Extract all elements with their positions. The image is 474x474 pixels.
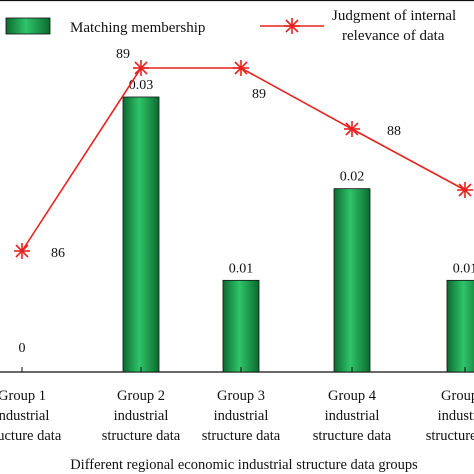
- legend: Matching membership Judgment of internal…: [5, 8, 456, 44]
- bar-4: [333, 188, 371, 373]
- bar-2: [122, 96, 160, 373]
- bar-value-label-1: 0: [19, 341, 26, 356]
- line-point-3: [233, 60, 249, 76]
- x-tick-label-4-line-3: structure data: [313, 428, 392, 444]
- x-tick-label-5-line-3: structure data: [426, 428, 474, 444]
- relevance-line: [21, 67, 466, 252]
- x-axis-title: Different regional economic industrial s…: [70, 457, 418, 473]
- legend-line-label-1: Judgment of internal: [332, 8, 456, 24]
- line-value-label-1: 86: [51, 246, 65, 261]
- line-point-4: [344, 121, 360, 137]
- line-point-2: [133, 60, 149, 76]
- legend-bar-label: Matching membership: [70, 20, 205, 36]
- line-value-label-3: 89: [252, 87, 266, 102]
- x-tick-label-1-line-1: Group 1: [0, 388, 46, 404]
- line-point-1: [14, 243, 30, 259]
- x-tick-label-1-line-3: structure data: [0, 428, 62, 444]
- bar-3: [222, 279, 260, 373]
- x-tick-label-4-line-1: Group 4: [328, 388, 377, 404]
- legend-bar-swatch: [5, 17, 51, 35]
- bar-value-label-4: 0.02: [340, 170, 365, 185]
- x-tick-label-3-line-2: industrial: [214, 408, 269, 424]
- legend-star-marker: [284, 18, 300, 34]
- line-value-label-2: 89: [116, 47, 130, 62]
- x-tick-label-1-line-2: industrial: [0, 408, 49, 424]
- bar-value-label-2: 0.03: [129, 78, 154, 93]
- bar-value-label-5: 0.01: [453, 261, 474, 276]
- bars-layer: 0 0.03 0.01 0.02 0.01: [19, 78, 474, 373]
- x-tick-label-2-line-3: structure data: [102, 428, 181, 444]
- x-tick-label-5-line-2: industrial: [438, 408, 474, 424]
- x-tick-layer: Group 1 industrial structure data Group 2 in…: [0, 367, 474, 444]
- bar-value-label-3: 0.01: [229, 261, 254, 276]
- x-tick-label-3-line-3: structure data: [202, 428, 281, 444]
- x-tick-label-5-line-1: Group 5: [441, 388, 474, 404]
- x-tick-label-4-line-2: industrial: [325, 408, 380, 424]
- line-layer: 8689898887: [14, 47, 473, 261]
- x-tick-label-2-line-1: Group 2: [117, 388, 165, 404]
- x-tick-label-3-line-1: Group 3: [217, 388, 265, 404]
- line-value-label-4: 88: [387, 124, 401, 139]
- bar-5: [446, 279, 474, 373]
- x-tick-label-2-line-2: industrial: [114, 408, 169, 424]
- line-point-5: [457, 182, 473, 198]
- legend-line-label-2: relevance of data: [342, 28, 445, 44]
